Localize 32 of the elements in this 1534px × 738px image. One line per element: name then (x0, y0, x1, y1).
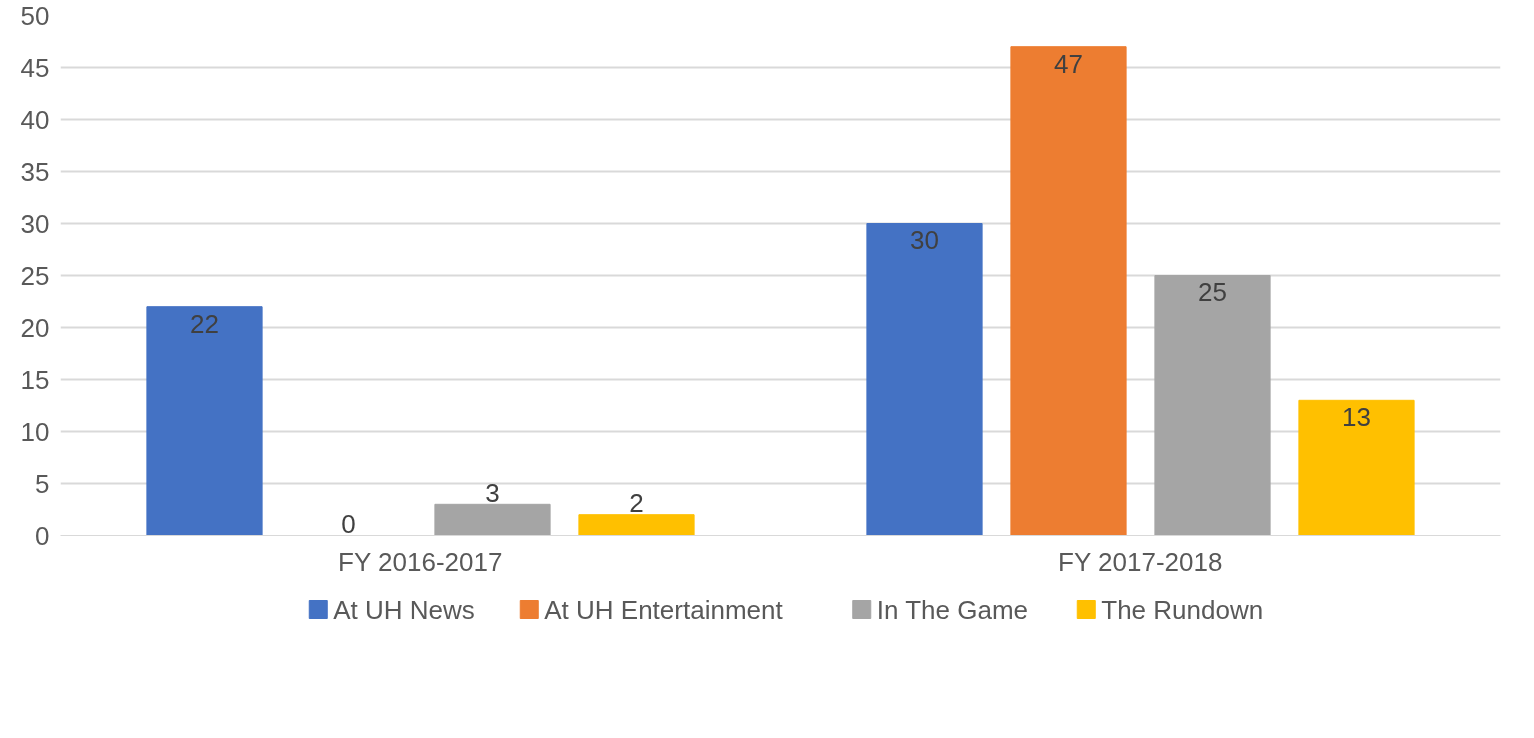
data-label: 0 (341, 508, 356, 539)
legend-label: In The Game (876, 594, 1029, 625)
data-label: 47 (1054, 48, 1083, 79)
data-label: 30 (910, 225, 939, 256)
bar (866, 223, 983, 536)
data-label: 25 (1198, 277, 1227, 308)
y-tick-label: 15 (20, 364, 50, 395)
y-tick-label: 45 (20, 52, 50, 83)
legend-label: The Rundown (1101, 594, 1264, 625)
y-tick-label: 40 (20, 104, 50, 135)
bar (1154, 275, 1271, 536)
bar (1298, 399, 1415, 536)
legend-label: At UH Entertainment (544, 594, 784, 625)
y-tick-label: 25 (20, 260, 50, 291)
data-label: 13 (1342, 402, 1371, 433)
y-tick-label: 30 (20, 208, 50, 239)
data-label: 22 (190, 308, 219, 339)
legend-label: At UH News (333, 594, 475, 625)
bar (1010, 46, 1127, 536)
bar (146, 306, 263, 536)
y-tick-label: 20 (20, 312, 50, 343)
y-tick-label: 10 (20, 416, 50, 447)
x-tick-label: FY 2016-2017 (338, 546, 503, 577)
y-tick-label: 50 (20, 0, 50, 31)
data-label: 3 (485, 477, 500, 508)
bar (434, 503, 551, 536)
bar (578, 514, 695, 536)
x-tick-label: FY 2017-2018 (1058, 546, 1223, 577)
data-label: 2 (629, 488, 644, 519)
y-tick-label: 0 (35, 520, 50, 551)
y-tick-label: 5 (35, 468, 50, 499)
y-tick-label: 35 (20, 156, 50, 187)
